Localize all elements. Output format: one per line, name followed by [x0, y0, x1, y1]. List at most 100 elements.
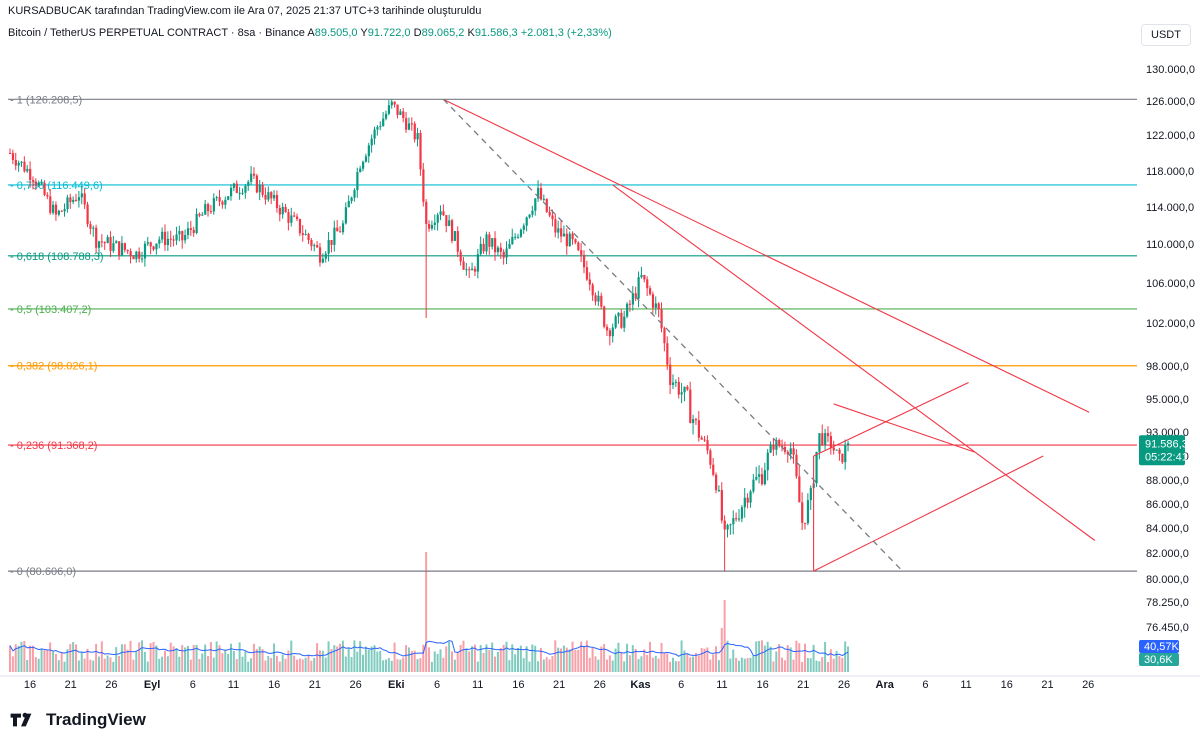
candle-body	[95, 227, 98, 248]
currency-selector[interactable]: USDT	[1141, 24, 1191, 46]
time-axis-label: 21	[553, 679, 565, 691]
candle-body	[726, 525, 729, 530]
volume-bar	[166, 656, 169, 672]
candle-body	[238, 192, 241, 194]
chart-attribution: KURSADBUCAK tarafından TradingView.com i…	[8, 5, 482, 17]
candle-body	[717, 490, 721, 492]
volume-bar	[600, 646, 603, 672]
time-axis-label: 21	[65, 679, 77, 691]
candle-body	[255, 175, 259, 193]
candle-body	[585, 267, 589, 280]
volume-bar	[614, 648, 617, 672]
trendline-middle[interactable]	[833, 403, 975, 453]
volume-bar	[439, 649, 442, 672]
volume-bar	[594, 656, 597, 672]
fibonacci-retracement[interactable]: - 1 (126.208,5) - 0,786 (116.449,6) - 0,61…	[8, 94, 1137, 578]
open-label: A	[307, 27, 315, 39]
volume-bar	[405, 645, 408, 672]
candle-body	[651, 294, 655, 308]
volume-bar	[689, 657, 692, 672]
candle-body	[69, 197, 72, 203]
time-axis-label: 11	[960, 679, 971, 691]
time-axis-label: 16	[756, 679, 768, 691]
close-label: K	[467, 27, 475, 39]
volume-bar	[709, 659, 712, 672]
candle-body	[442, 211, 445, 216]
candle-body	[218, 197, 221, 202]
volume-bar	[83, 658, 86, 672]
candle-body	[528, 214, 531, 218]
candle-body	[511, 236, 514, 244]
volume-bar	[273, 643, 276, 672]
candle-body	[640, 275, 643, 278]
volume-bar	[571, 641, 574, 672]
dashed-trendline[interactable]	[442, 98, 904, 572]
volume-bar	[11, 656, 14, 672]
candle-body	[273, 195, 276, 199]
candle-body	[597, 295, 600, 302]
volume-bar	[316, 643, 319, 672]
price-axis-label: 78.250,0	[1146, 597, 1189, 609]
trendline-lower[interactable]	[612, 184, 1096, 541]
volume-bar	[646, 654, 649, 672]
candle-body	[364, 156, 368, 162]
candle-body	[158, 239, 161, 244]
symbol-name[interactable]: Bitcoin / TetherUS PERPETUAL CONTRACT · …	[8, 27, 305, 39]
triangle-upper-edge[interactable]	[813, 382, 969, 457]
candle-body	[465, 269, 468, 271]
price-axis[interactable]: 130.000,0 126.000,0 122.000,0 118.000,0 114.…	[1139, 64, 1195, 666]
volume-bar	[43, 650, 46, 672]
volume-bar	[835, 651, 838, 672]
candle-body	[433, 222, 436, 225]
volume-bar	[697, 655, 700, 672]
candle-body	[425, 201, 428, 224]
candle-body	[844, 444, 847, 463]
symbol-legend[interactable]: Bitcoin / TetherUS PERPETUAL CONTRACT · …	[8, 27, 612, 39]
volume-bar	[336, 646, 339, 672]
candle-body	[43, 182, 46, 195]
trendline-drawings[interactable]	[442, 98, 1096, 572]
volume-bar	[763, 645, 766, 672]
candle-body	[138, 251, 141, 259]
volume-bar	[247, 661, 250, 672]
candle-body	[29, 168, 32, 180]
fib-level-label: - 0,236 (91.368,2)	[10, 440, 97, 452]
volume-value: 40,57K	[1144, 641, 1180, 653]
candle-body	[439, 211, 442, 215]
volume-bar	[252, 643, 255, 672]
volume-bar	[66, 649, 69, 672]
volume-bar	[115, 647, 118, 672]
time-axis-label: 16	[268, 679, 280, 691]
triangle-lower-edge[interactable]	[813, 455, 1044, 572]
volume-bar	[89, 659, 92, 672]
candle-body	[264, 194, 267, 200]
time-axis-label: 11	[472, 679, 483, 691]
candle-body	[588, 279, 591, 285]
candle-body	[459, 251, 462, 262]
candle-body	[445, 215, 448, 227]
candle-body	[313, 245, 316, 247]
candle-body	[560, 228, 563, 237]
candle-body	[149, 242, 152, 247]
candle-body	[453, 231, 457, 241]
candle-body	[697, 420, 700, 438]
volume-bar	[450, 651, 453, 672]
candle-body	[221, 201, 224, 205]
volume-bar	[511, 644, 514, 672]
volume-bar	[52, 651, 55, 672]
time-axis[interactable]: 16 21 26 Eyl 6 11 16 21 26 Eki 6 11 16 21 26 Kas 6 11 16 21…	[0, 675, 1200, 691]
time-axis-label: 26	[349, 679, 361, 691]
volume-bar	[651, 657, 654, 672]
high-label: Y	[360, 27, 368, 39]
volume-bar	[752, 655, 755, 672]
volume-bar	[841, 657, 844, 672]
candle-body	[186, 228, 190, 235]
candle-body	[195, 213, 198, 233]
candle-body	[485, 234, 488, 252]
volume-bar	[227, 653, 230, 672]
volume-bar	[123, 644, 126, 672]
volume-bar	[410, 651, 413, 672]
candle-body	[367, 145, 370, 157]
trendline-upper[interactable]	[443, 98, 1090, 413]
